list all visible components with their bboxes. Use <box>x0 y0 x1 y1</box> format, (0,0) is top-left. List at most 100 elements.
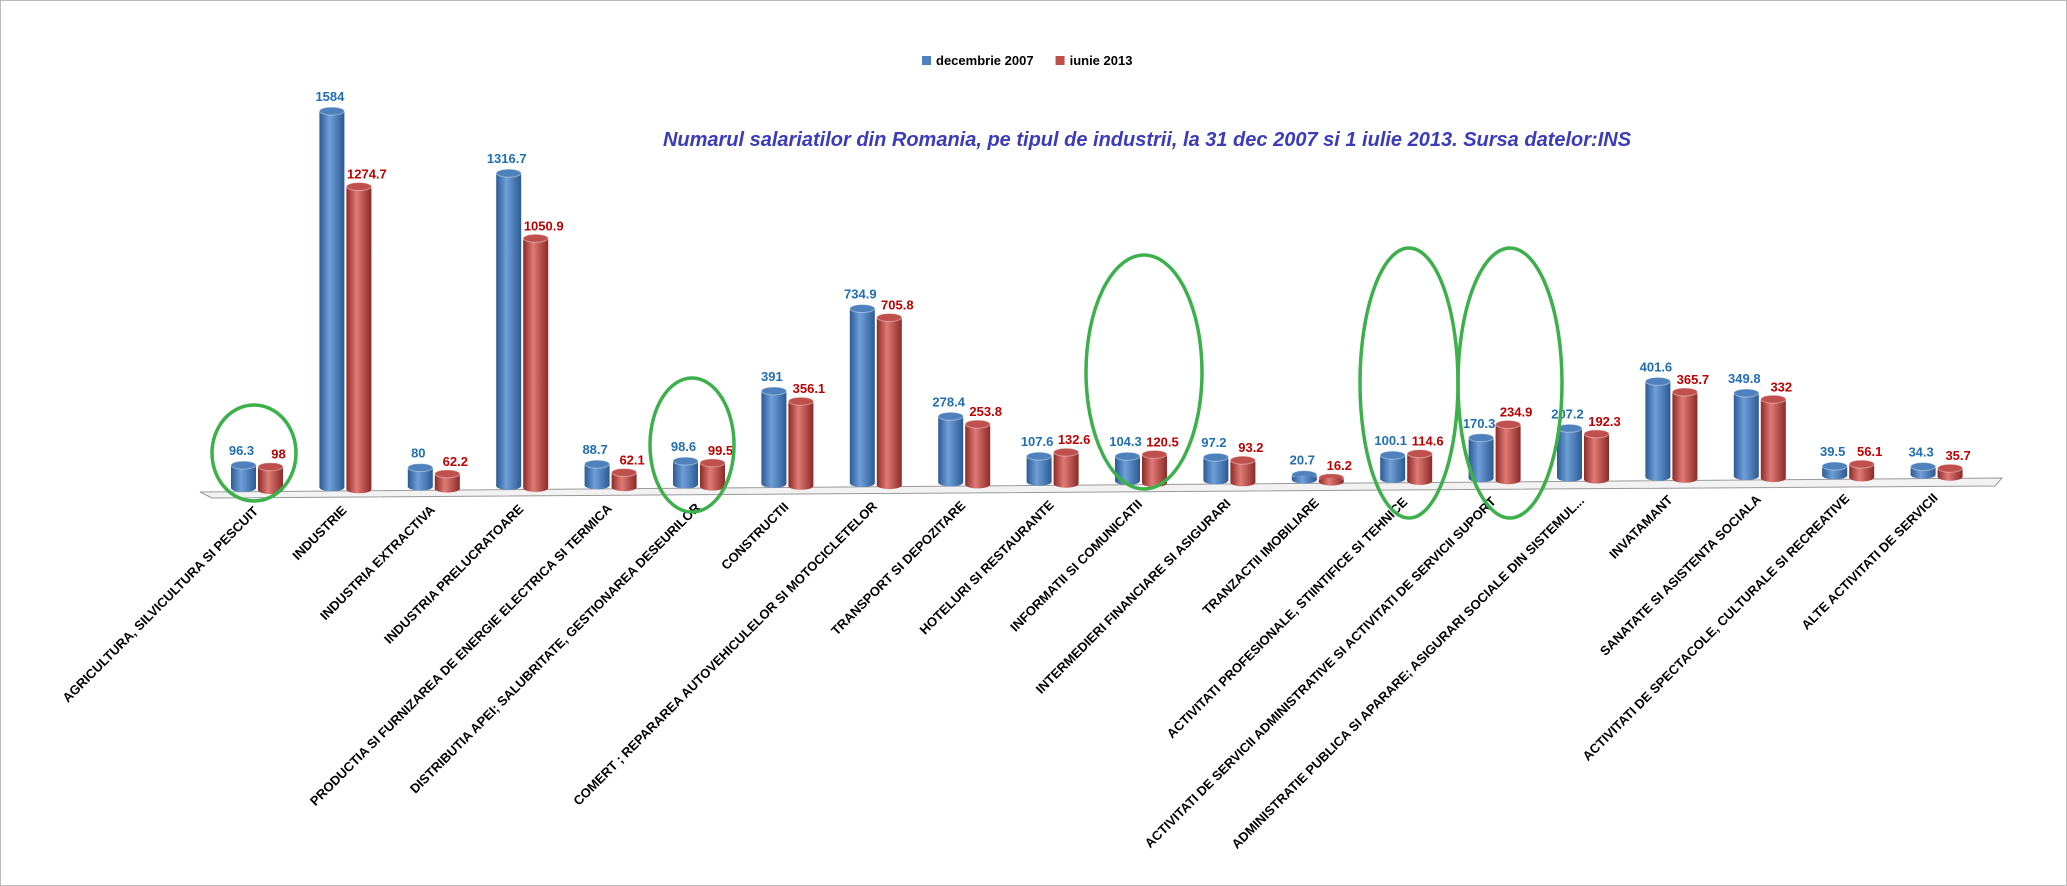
chart-title: Numarul salariatilor din Romania, pe tip… <box>663 129 1632 151</box>
bar-foot <box>1822 471 1848 480</box>
bar <box>1407 453 1433 481</box>
value-label: 104.3 <box>1109 434 1142 449</box>
bar-cap <box>787 396 814 406</box>
bar-foot <box>938 478 964 487</box>
bar <box>965 424 991 485</box>
bar-foot <box>1760 474 1786 483</box>
bar-cap <box>1406 449 1433 459</box>
bar-foot <box>1495 476 1521 485</box>
value-label: 278.4 <box>932 394 965 409</box>
value-label: 114.6 <box>1412 434 1444 449</box>
bar-foot <box>1849 473 1875 482</box>
value-label: 35.7 <box>1945 448 1970 463</box>
x-tick-label: ACTIVITATI DE SERVICII ADMINISTRATIVE SI… <box>1142 494 1499 851</box>
legend-swatch <box>922 56 931 65</box>
highlight-ellipse <box>1084 253 1204 491</box>
bar-cap <box>1468 433 1495 443</box>
value-label: 34.3 <box>1908 445 1933 460</box>
bar-foot <box>849 479 875 488</box>
value-label: 107.6 <box>1021 434 1054 449</box>
value-label: 192.3 <box>1588 414 1621 429</box>
bar <box>1026 456 1052 482</box>
bar-cap <box>318 106 345 116</box>
bar <box>673 461 698 485</box>
x-tick-label: SANATATE SI ASISTENTA SOCIALA <box>1597 491 1764 658</box>
bar-cap <box>672 456 699 466</box>
bar-foot <box>1380 474 1406 483</box>
x-tick-label: INTERMEDIERI FINANCIARE SI ASIGURARI <box>1033 496 1234 697</box>
value-label: 97.2 <box>1201 435 1226 450</box>
bar <box>1822 466 1848 476</box>
value-label: 1274.7 <box>347 167 387 182</box>
bar <box>584 464 610 486</box>
bar-cap <box>1848 459 1875 469</box>
bar-foot <box>876 481 902 490</box>
bar <box>496 173 522 486</box>
value-label: 62.1 <box>619 452 644 467</box>
x-tick-label: CONSTRUCTII <box>718 499 791 572</box>
bar-foot <box>1733 472 1759 481</box>
bar <box>938 416 964 483</box>
bar-foot <box>761 479 787 488</box>
bar <box>1495 424 1521 481</box>
bar <box>876 317 902 486</box>
value-label: 20.7 <box>1290 453 1315 468</box>
value-label: 62.2 <box>443 454 468 469</box>
bar <box>611 472 637 488</box>
bar <box>1053 452 1079 484</box>
bar <box>407 467 433 487</box>
x-tick-label: INDUSTRIA PRELUCRATOARE <box>381 501 526 646</box>
bar-foot <box>346 485 372 494</box>
bar-cap <box>1583 429 1610 439</box>
bar-cap <box>849 304 876 314</box>
value-label: 349.8 <box>1728 371 1761 386</box>
bar <box>1760 399 1786 479</box>
value-label: 88.7 <box>582 442 607 457</box>
bar-foot <box>1291 475 1317 484</box>
bar-foot <box>523 483 549 492</box>
value-label: 98 <box>271 447 285 462</box>
bar-foot <box>1557 473 1582 482</box>
bar-foot <box>700 482 725 491</box>
bar-foot <box>788 481 814 490</box>
bar-cap <box>876 312 903 322</box>
bar-foot <box>1407 476 1433 485</box>
bar-cap <box>760 386 787 396</box>
bar-cap <box>1141 449 1168 459</box>
bar-cap <box>1821 461 1848 471</box>
value-label: 365.7 <box>1677 372 1710 387</box>
bar <box>1584 433 1609 480</box>
value-label: 39.5 <box>1820 444 1845 459</box>
value-label: 120.5 <box>1146 434 1179 449</box>
bar-foot <box>1053 479 1079 488</box>
bar-cap <box>1053 447 1080 457</box>
bar <box>231 465 256 488</box>
legend-label: iunie 2013 <box>1070 53 1133 68</box>
value-label: 253.8 <box>969 404 1002 419</box>
bar-foot <box>496 481 522 490</box>
bar-cap <box>1495 419 1522 429</box>
bar <box>761 390 787 484</box>
legend-label: decembrie 2007 <box>936 53 1034 68</box>
highlight-ellipse <box>1456 246 1564 520</box>
bar-foot <box>965 480 991 489</box>
legend-swatch <box>1055 56 1065 65</box>
value-label: 170.3 <box>1463 416 1496 431</box>
bar-cap <box>407 463 434 473</box>
bar-cap <box>1644 376 1671 386</box>
value-label: 1584 <box>315 89 345 104</box>
value-label: 96.3 <box>229 443 254 458</box>
bar <box>788 401 814 486</box>
bar <box>1937 468 1963 477</box>
x-tick-label: DISTRIBUTIA APEI; SALUBRITATE, GESTIONAR… <box>407 500 704 797</box>
bar-cap <box>1910 462 1937 472</box>
bar <box>258 466 283 490</box>
bar <box>1557 428 1582 478</box>
bar-cap <box>1671 387 1698 397</box>
bar-foot <box>1318 477 1344 486</box>
bar-cap <box>345 182 372 192</box>
bar-cap <box>1026 451 1053 461</box>
value-label: 207.2 <box>1551 406 1584 421</box>
x-tick-label: PRODUCTIA SI FURNIZAREA DE ENERGIE ELECT… <box>307 500 615 808</box>
bar <box>1468 437 1494 479</box>
